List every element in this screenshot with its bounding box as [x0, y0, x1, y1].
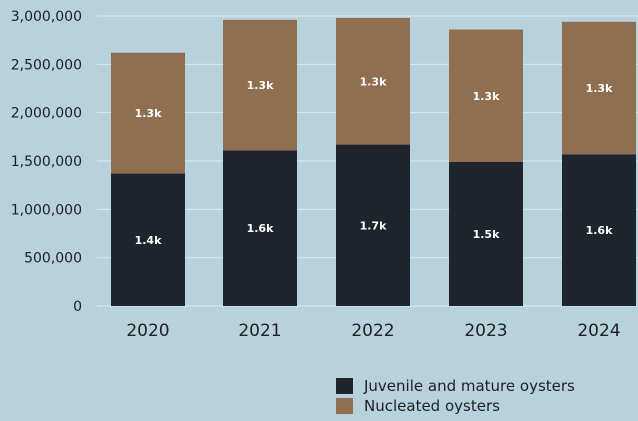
data-label: 1.3k	[473, 90, 500, 103]
y-tick-label: 0	[73, 299, 82, 315]
x-axis-ticks: 2020 2021 2022 2023 2024	[126, 321, 620, 341]
y-tick-label: 1,000,000	[11, 202, 82, 218]
data-labels: 1.4k 1.3k 1.6k 1.3k 1.7k 1.3k 1.5k 1.3k 1.6k 1.3k	[135, 75, 613, 247]
data-label: 1.3k	[135, 107, 162, 120]
data-label: 1.3k	[360, 75, 387, 88]
bar-segment-juvenile	[111, 173, 185, 306]
bar-segment-nucleated	[111, 52, 185, 174]
x-tick-label: 2020	[126, 321, 169, 341]
bars	[111, 17, 636, 306]
y-tick-label: 1,500,000	[11, 154, 82, 170]
legend-item-nucleated: Nucleated oysters	[336, 396, 575, 416]
y-tick-label: 3,000,000	[11, 9, 82, 25]
y-axis-ticks: 0 500,000 1,000,000 1,500,000 2,000,000 2,500…	[11, 9, 82, 315]
x-tick-label: 2024	[577, 321, 620, 341]
legend-swatch-nucleated	[336, 398, 353, 414]
data-label: 1.3k	[247, 79, 274, 92]
legend-label-nucleated: Nucleated oysters	[364, 397, 500, 415]
y-tick-label: 2,500,000	[11, 57, 82, 73]
bar-segment-juvenile	[562, 154, 636, 306]
data-label: 1.3k	[586, 82, 613, 95]
y-tick-label: 500,000	[24, 251, 82, 267]
bar-segment-juvenile	[223, 150, 297, 306]
x-tick-label: 2022	[351, 321, 394, 341]
y-tick-label: 2,000,000	[11, 106, 82, 122]
bar-segment-nucleated	[336, 17, 410, 145]
data-label: 1.7k	[360, 219, 387, 232]
x-tick-label: 2021	[238, 321, 281, 341]
x-tick-label: 2023	[464, 321, 507, 341]
legend-label-juvenile: Juvenile and mature oysters	[364, 377, 575, 395]
bar-segment-nucleated	[449, 29, 523, 162]
bar-segment-juvenile	[449, 161, 523, 306]
legend-item-juvenile: Juvenile and mature oysters	[336, 376, 575, 396]
legend-swatch-juvenile	[336, 378, 353, 394]
data-label: 1.5k	[473, 228, 500, 241]
bar-segment-nucleated	[562, 21, 636, 155]
data-label: 1.4k	[135, 234, 162, 247]
legend: Juvenile and mature oysters Nucleated oy…	[336, 376, 575, 416]
bar-segment-nucleated	[223, 19, 297, 151]
data-label: 1.6k	[247, 222, 274, 235]
data-label: 1.6k	[586, 224, 613, 237]
bar-segment-juvenile	[336, 144, 410, 306]
